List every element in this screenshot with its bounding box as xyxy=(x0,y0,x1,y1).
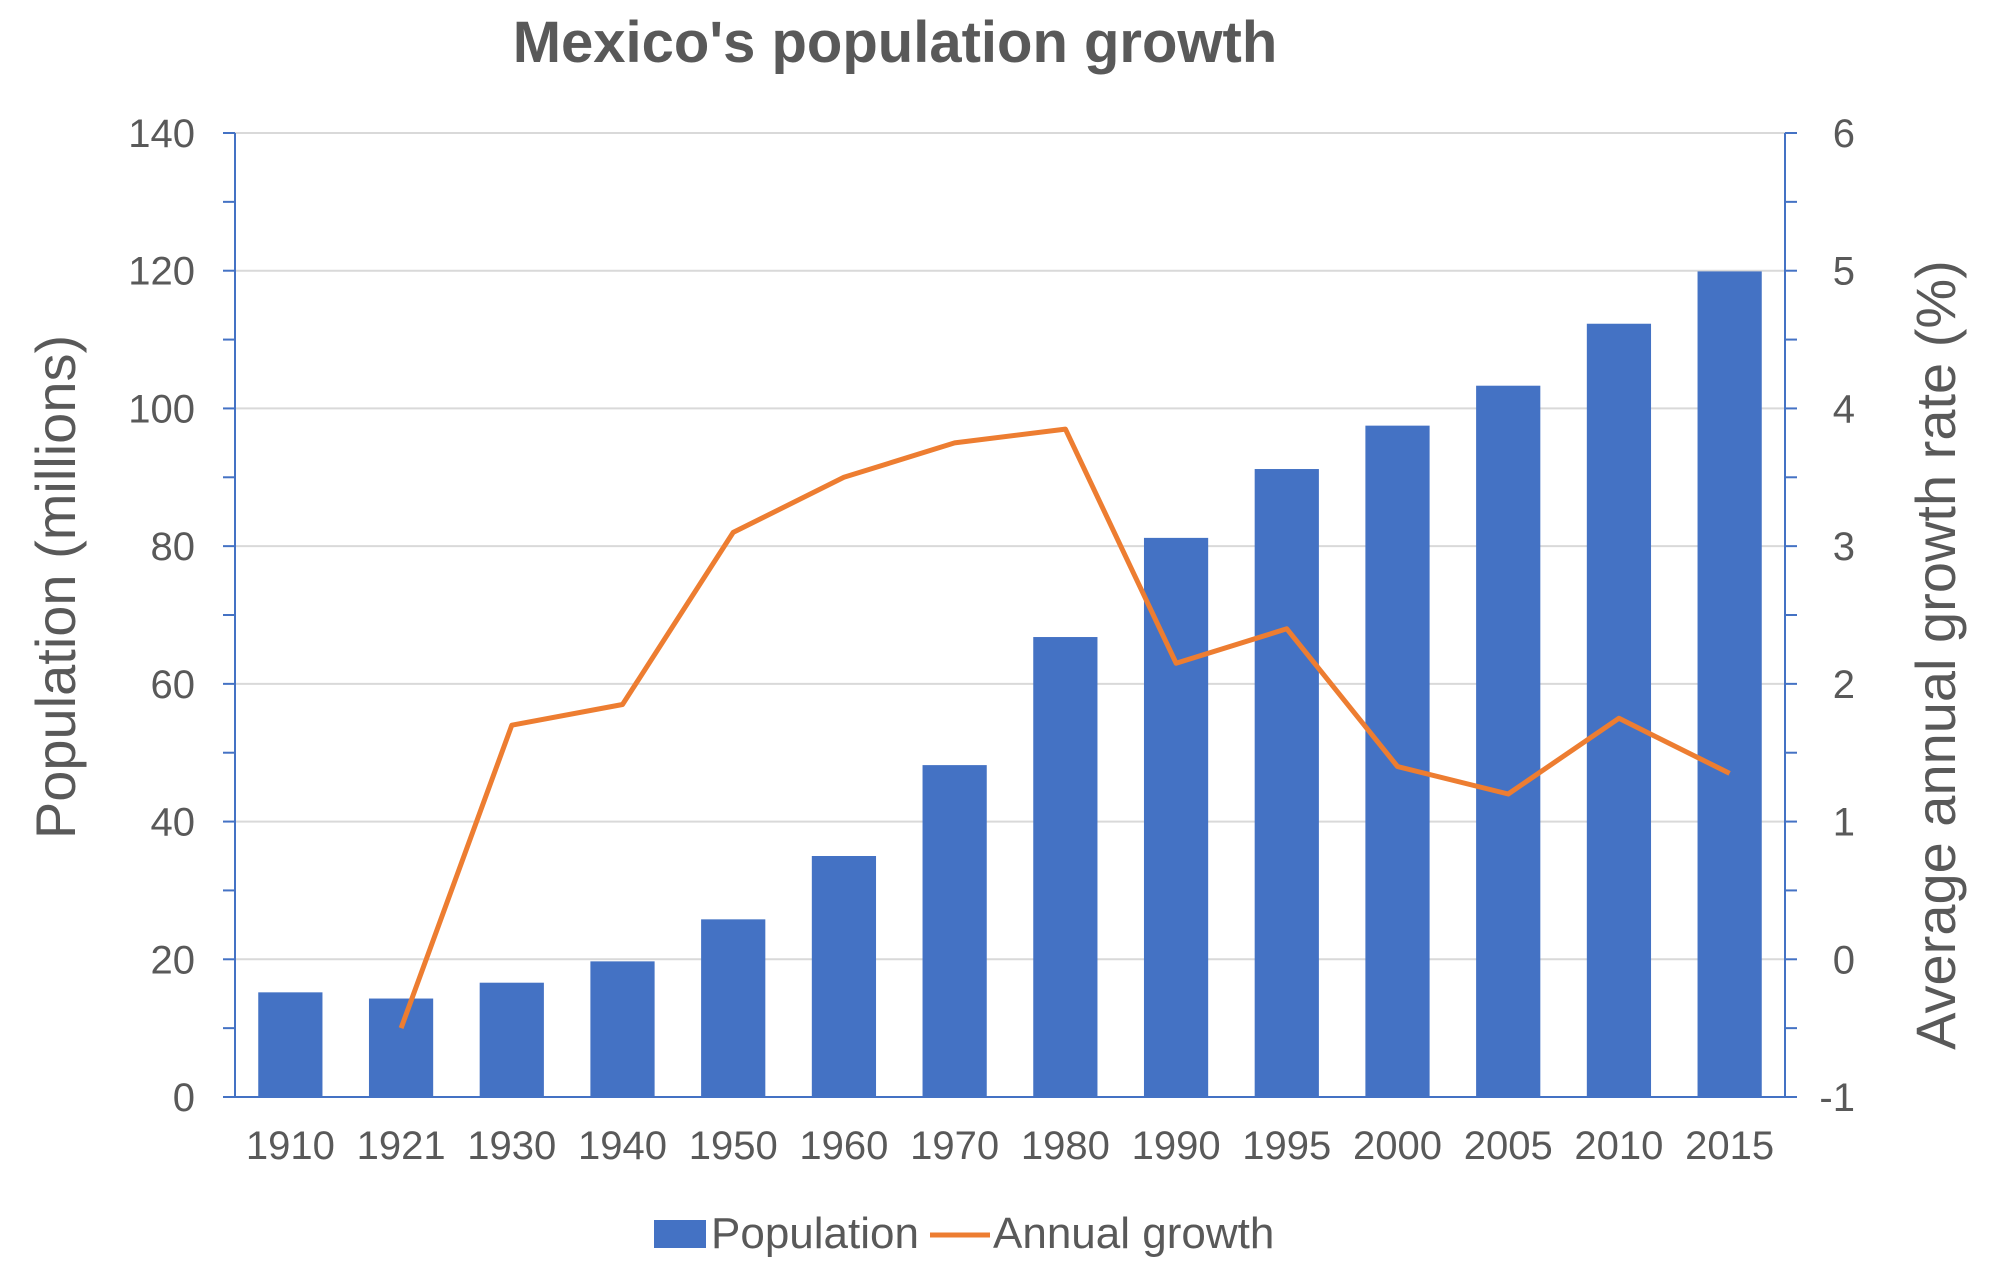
legend-swatch-population xyxy=(654,1220,706,1248)
x-tick-label: 2005 xyxy=(1464,1124,1553,1168)
growth-line xyxy=(398,426,1731,1029)
y-tick-label: 60 xyxy=(151,663,196,707)
y-tick-label: 0 xyxy=(173,1076,195,1120)
population-bar xyxy=(811,856,877,1097)
y-tick-label: 100 xyxy=(128,387,195,431)
x-tick-label: 1910 xyxy=(246,1124,335,1168)
population-bars xyxy=(258,271,1762,1098)
y-axis-title: Population (millions) xyxy=(24,335,87,839)
growth-line-layer xyxy=(398,426,1731,1029)
population-bar xyxy=(922,765,987,1097)
population-bar xyxy=(701,919,766,1097)
y-tick-label: 40 xyxy=(151,801,196,845)
y2-tick-label: 0 xyxy=(1833,938,1855,982)
x-tick-label: 2015 xyxy=(1685,1124,1774,1168)
population-bar xyxy=(1586,323,1652,1098)
y2-tick-label: 1 xyxy=(1833,801,1855,845)
x-tick-label: 1990 xyxy=(1132,1124,1221,1168)
x-tick-label: 2000 xyxy=(1353,1124,1442,1168)
x-tick-label: 1950 xyxy=(689,1124,778,1168)
legend-label-population: Population xyxy=(711,1209,919,1258)
population-bar xyxy=(1254,469,1319,1098)
axes: 0 20 40 60 80 100 120 140 -1 0 1 2 3 4 5 6 1910 1921 1930 1… xyxy=(128,112,1855,1168)
x-tick-label: 1940 xyxy=(578,1124,667,1168)
y2-tick-label: 6 xyxy=(1833,112,1855,156)
population-bar xyxy=(590,961,655,1097)
x-tick-label: 1970 xyxy=(910,1124,999,1168)
y-tick-label: 140 xyxy=(128,112,195,156)
population-bar xyxy=(1697,271,1762,1098)
legend: Population Annual growth xyxy=(654,1209,1274,1258)
y2-tick-label: 2 xyxy=(1833,663,1855,707)
population-bar xyxy=(1365,425,1430,1098)
gridlines xyxy=(235,132,1785,961)
legend-label-growth: Annual growth xyxy=(993,1209,1274,1258)
x-tick-label: 1960 xyxy=(799,1124,888,1168)
population-bar xyxy=(1476,385,1541,1098)
y2-axis-title: Average annual growth rate (%) xyxy=(1904,260,1967,1050)
y-tick-label: 80 xyxy=(151,525,196,569)
population-bar xyxy=(1033,637,1098,1097)
population-bar xyxy=(368,998,434,1097)
y2-tick-label: 5 xyxy=(1833,250,1855,294)
y-tick-label: 120 xyxy=(128,250,195,294)
x-tick-label: 1930 xyxy=(467,1124,556,1168)
chart-title: Mexico's population growth xyxy=(513,10,1278,75)
population-bar xyxy=(479,982,544,1097)
x-tick-label: 1921 xyxy=(357,1124,446,1168)
y2-tick-label: 4 xyxy=(1833,387,1855,431)
y2-tick-label: 3 xyxy=(1833,525,1855,569)
y-tick-label: 20 xyxy=(151,938,196,982)
x-tick-label: 1980 xyxy=(1021,1124,1110,1168)
population-bar xyxy=(1143,537,1209,1097)
x-tick-label: 2010 xyxy=(1574,1124,1663,1168)
y2-tick-label: -1 xyxy=(1819,1076,1855,1120)
population-bar xyxy=(258,992,323,1097)
x-tick-label: 1995 xyxy=(1242,1124,1331,1168)
